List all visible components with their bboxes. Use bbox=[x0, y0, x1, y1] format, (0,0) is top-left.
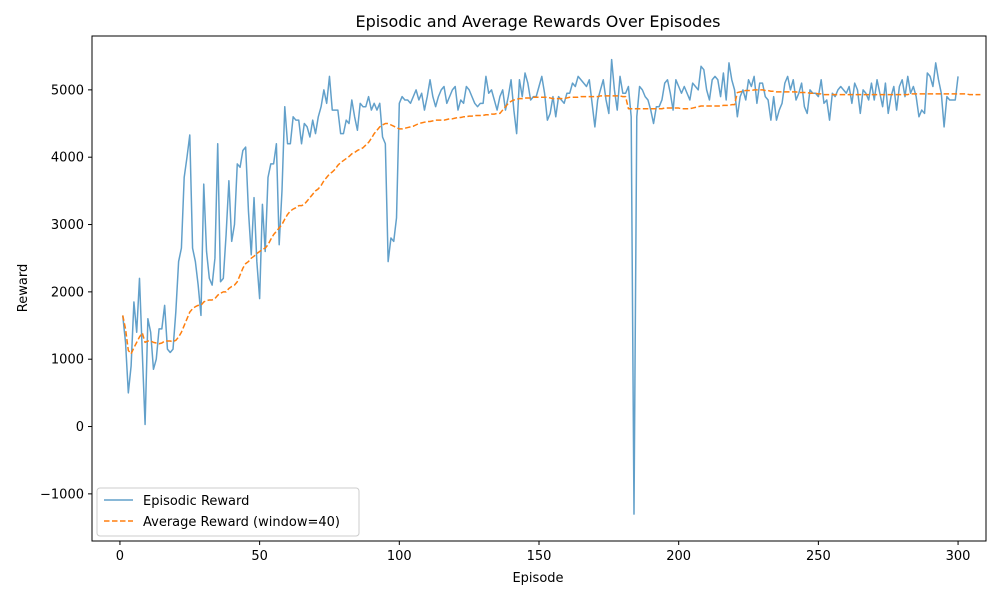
x-tick-label: 50 bbox=[251, 549, 268, 564]
y-tick-label: 3000 bbox=[51, 218, 84, 233]
x-tick-label: 150 bbox=[527, 549, 552, 564]
average-reward-line bbox=[121, 89, 981, 355]
y-tick-label: 1000 bbox=[51, 353, 84, 368]
x-tick-label: 200 bbox=[666, 549, 691, 564]
x-tick-label: 100 bbox=[387, 549, 412, 564]
legend: Episodic Reward Average Reward (window=4… bbox=[96, 487, 360, 537]
y-tick-label: 5000 bbox=[51, 83, 84, 98]
legend-label-episodic: Episodic Reward bbox=[143, 494, 249, 509]
x-axis-ticks: 0 50 100 150 200 250 300 bbox=[116, 541, 971, 564]
y-tick-label: −1000 bbox=[40, 487, 84, 502]
y-axis-label: Reward bbox=[16, 264, 31, 312]
x-tick-label: 300 bbox=[946, 549, 971, 564]
x-tick-label: 0 bbox=[116, 549, 124, 564]
y-axis-ticks: −1000 0 1000 2000 3000 4000 5000 bbox=[40, 83, 92, 502]
series-lines bbox=[121, 58, 981, 515]
legend-label-average: Average Reward (window=40) bbox=[143, 515, 340, 530]
plot-area bbox=[91, 35, 987, 542]
x-tick-label: 250 bbox=[806, 549, 831, 564]
y-tick-label: 2000 bbox=[51, 285, 84, 300]
x-axis-label: Episode bbox=[512, 571, 563, 586]
chart-title: Episodic and Average Rewards Over Episod… bbox=[355, 12, 720, 31]
y-tick-label: 0 bbox=[76, 420, 84, 435]
legend-box bbox=[96, 487, 360, 537]
y-tick-label: 4000 bbox=[51, 151, 84, 166]
